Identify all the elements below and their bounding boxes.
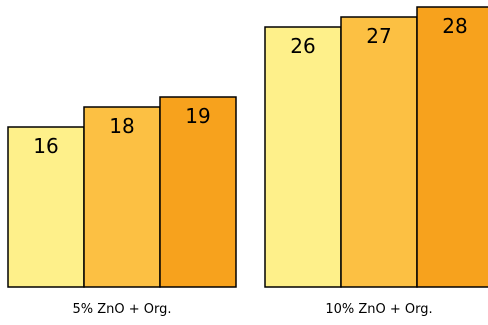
value-label-0-0: 16 <box>33 134 58 158</box>
bar-1-0 <box>264 26 342 288</box>
bar-0-0 <box>7 126 85 288</box>
bar-1-2 <box>416 6 488 288</box>
category-label-0: 5% ZnO + Org. <box>72 302 171 317</box>
value-label-1-1: 27 <box>366 24 391 48</box>
bar-1-1 <box>340 16 418 288</box>
category-label-1: 10% ZnO + Org. <box>325 302 432 317</box>
bar-0-2 <box>159 96 237 288</box>
value-label-0-2: 19 <box>185 104 210 128</box>
bar-group <box>7 6 488 288</box>
bar-0-1 <box>83 106 161 288</box>
category-label-group: 5% ZnO + Org. 10% ZnO + Org. <box>72 302 432 317</box>
value-label-group: 16 18 19 26 27 28 <box>33 14 467 158</box>
value-label-1-0: 26 <box>290 34 315 58</box>
value-label-0-1: 18 <box>109 114 134 138</box>
value-label-1-2: 28 <box>442 14 467 38</box>
